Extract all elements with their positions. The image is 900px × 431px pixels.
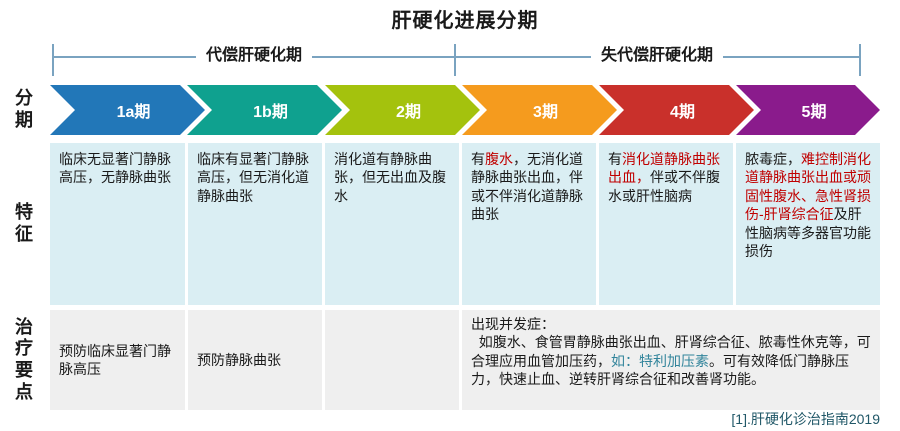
treatment-cell-merged-3-4-5: 出现并发症： 如腹水、食管胃静脉曲张出血、肝肾综合征、脓毒性休克等，可合理应用血… <box>462 310 880 410</box>
treatment-cell-1a: 预防临床显著门静脉高压 <box>50 310 185 410</box>
bracket-tick-left <box>52 44 54 76</box>
feature-cell-1b: 临床有显著门静脉高压，但无消化道静脉曲张 <box>188 143 322 305</box>
decompensated-phase-label: 失代偿肝硬化期 <box>590 45 724 67</box>
bracket-tick-middle <box>454 44 456 76</box>
compensated-phase-label: 代偿肝硬化期 <box>195 45 313 67</box>
page-title: 肝硬化进展分期 <box>391 10 539 32</box>
stage-arrow-4: 4期 <box>599 85 754 135</box>
bracket-tick-right <box>859 44 861 76</box>
stage-arrow-5: 5期 <box>736 85 880 135</box>
feature-cell-3: 有腹水，无消化道静脉曲张出血，伴或不伴消化道静脉曲张 <box>462 143 596 305</box>
row-label-stage: 分 期 <box>15 88 33 130</box>
stage-arrow-3: 3期 <box>462 85 617 135</box>
stage-arrow-1a: 1a期 <box>50 85 205 135</box>
reference-citation: [1].肝硬化诊治指南2019 <box>731 411 880 427</box>
treatment-cell-1b: 预防静脉曲张 <box>188 310 322 410</box>
feature-cell-4: 有消化道静脉曲张出血，伴或不伴腹水或肝性脑病 <box>599 143 733 305</box>
stage-arrow-1b: 1b期 <box>187 85 342 135</box>
row-label-treatment: 治 疗 要 点 <box>15 316 33 402</box>
feature-cell-2: 消化道有静脉曲张，但无出血及腹水 <box>325 143 459 305</box>
treatment-cell-2-empty <box>325 310 459 410</box>
feature-cell-1a: 临床无显著门静脉高压，无静脉曲张 <box>50 143 185 305</box>
row-label-feature: 特 征 <box>15 202 33 244</box>
feature-cell-5: 脓毒症，难控制消化道静脉曲张出血或顽固性腹水、急性肾损伤-肝肾综合征及肝性脑病等… <box>736 143 880 305</box>
stage-arrow-2: 2期 <box>325 85 480 135</box>
